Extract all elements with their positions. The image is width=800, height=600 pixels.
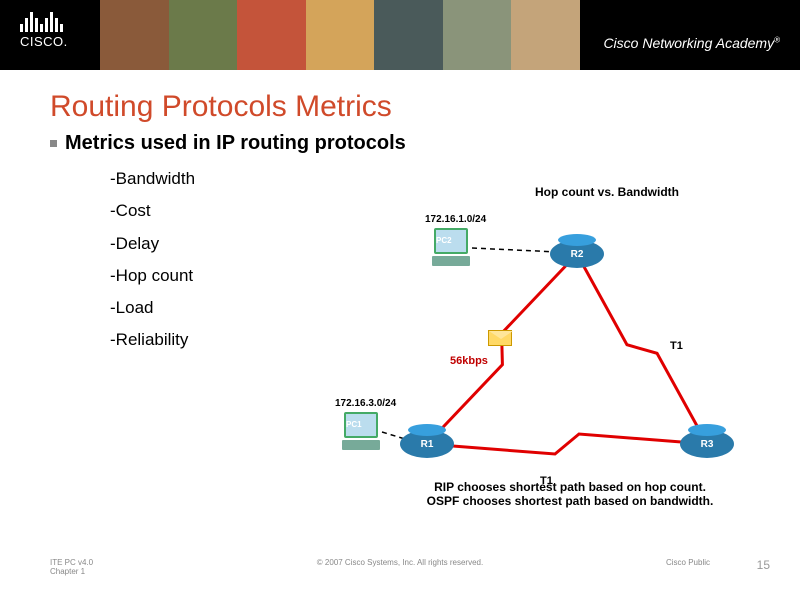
network-diagram: Hop count vs. Bandwidth R1R2R3 PC1172.16…: [340, 180, 780, 510]
pc-pc2: PC2: [430, 228, 472, 268]
pc-pc1: PC1: [340, 412, 382, 452]
pc2-link: [472, 248, 558, 252]
diagram-caption: RIP chooses shortest path based on hop c…: [400, 480, 740, 508]
footer-page-number: 15: [757, 558, 770, 572]
footer-copyright: © 2007 Cisco Systems, Inc. All rights re…: [317, 558, 483, 567]
cisco-logo: CISCO.: [20, 12, 68, 49]
router-r3: R3: [680, 430, 734, 458]
diagram-links: [340, 180, 780, 510]
subnet-label: 172.16.1.0/24: [425, 214, 486, 225]
academy-text: Cisco Networking Academy®: [603, 35, 780, 51]
serial-link: [577, 254, 707, 444]
link-label-t1-right: T1: [670, 340, 683, 352]
caption-line-2: OSPF chooses shortest path based on band…: [400, 494, 740, 508]
cisco-logo-text: CISCO.: [20, 34, 68, 49]
subtitle: Metrics used in IP routing protocols: [50, 132, 800, 155]
footer-chapter: Chapter 1: [50, 567, 93, 576]
footer-cisco-public: Cisco Public: [666, 558, 710, 567]
footer-left: ITE PC v4.0 Chapter 1: [50, 558, 93, 576]
caption-line-1: RIP chooses shortest path based on hop c…: [400, 480, 740, 494]
header-photo-strip: [100, 0, 580, 70]
serial-link: [427, 434, 707, 454]
cisco-logo-bars: [20, 12, 68, 32]
header-bar: CISCO. Cisco Networking Academy®: [0, 0, 800, 70]
page-footer: ITE PC v4.0 Chapter 1 © 2007 Cisco Syste…: [0, 558, 800, 588]
serial-link: [427, 254, 577, 444]
trademark-icon: ®: [774, 35, 780, 44]
academy-label: Cisco Networking Academy: [603, 35, 774, 51]
footer-ite: ITE PC v4.0: [50, 558, 93, 567]
router-r2: R2: [550, 240, 604, 268]
subtitle-text: Metrics used in IP routing protocols: [65, 132, 406, 155]
subnet-label: 172.16.3.0/24: [335, 398, 396, 409]
bullet-icon: [50, 140, 57, 147]
link-label-56kbps: 56kbps: [450, 355, 488, 367]
page-title: Routing Protocols Metrics: [50, 90, 800, 124]
router-r1: R1: [400, 430, 454, 458]
envelope-icon: [488, 330, 512, 346]
